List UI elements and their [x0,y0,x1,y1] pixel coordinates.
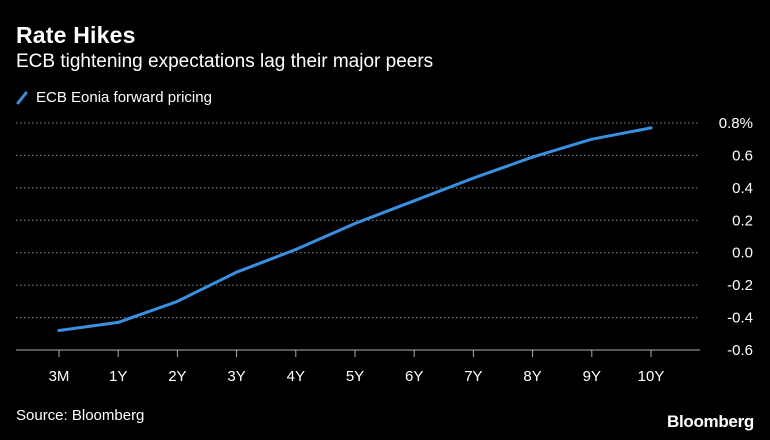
series-layer [57,126,653,333]
legend-label: ECB Eonia forward pricing [36,89,212,106]
legend-line-swatch-icon [16,91,28,104]
x-tick-label: 3Y [227,368,245,385]
x-tick-label: 1Y [109,368,127,385]
y-tick-label: 0.4 [732,180,753,197]
grid-lines [16,122,700,351]
x-tick-label: 5Y [346,368,364,385]
x-tick-label: 3M [49,368,70,385]
x-tick-label: 10Y [638,368,665,385]
chart-subtitle: ECB tightening expectations lag their ma… [16,51,434,72]
y-tick-label: 0.8% [719,115,753,132]
x-tick-label: 9Y [583,368,601,385]
series-line-ecb-eonia [57,126,653,332]
legend: ECB Eonia forward pricing [16,89,212,106]
data-point [531,155,535,159]
y-tick-label: -0.2 [727,277,753,294]
x-tick-label: 8Y [523,368,541,385]
data-point [57,329,61,333]
data-point [412,199,416,203]
chart-title: Rate Hikes [16,22,136,48]
y-tick-label: -0.4 [727,310,753,327]
data-point [590,137,594,141]
data-point [649,126,653,130]
x-axis: 3M 1Y 2Y 3Y 4Y 5Y 6Y 7Y 8Y 9Y 10Y [16,349,700,385]
y-tick-label: -0.6 [727,342,753,359]
data-point [235,270,239,274]
y-tick-label: 0.6 [732,147,753,164]
data-point [175,299,179,303]
y-axis-tick-labels: 0.8% 0.6 0.4 0.2 0.0 -0.2 -0.4 -0.6 [719,115,753,359]
y-tick-label: 0.0 [732,245,753,262]
data-point [294,247,298,251]
source-note: Source: Bloomberg [16,407,145,424]
y-tick-label: 0.2 [732,212,753,229]
data-point [116,320,120,324]
data-point [353,222,357,226]
bloomberg-logo: Bloomberg [666,412,754,431]
x-tick-label: 7Y [464,368,482,385]
data-point [471,176,475,180]
x-tick-label: 2Y [168,368,186,385]
x-tick-label: 6Y [405,368,423,385]
x-tick-label: 4Y [287,368,305,385]
